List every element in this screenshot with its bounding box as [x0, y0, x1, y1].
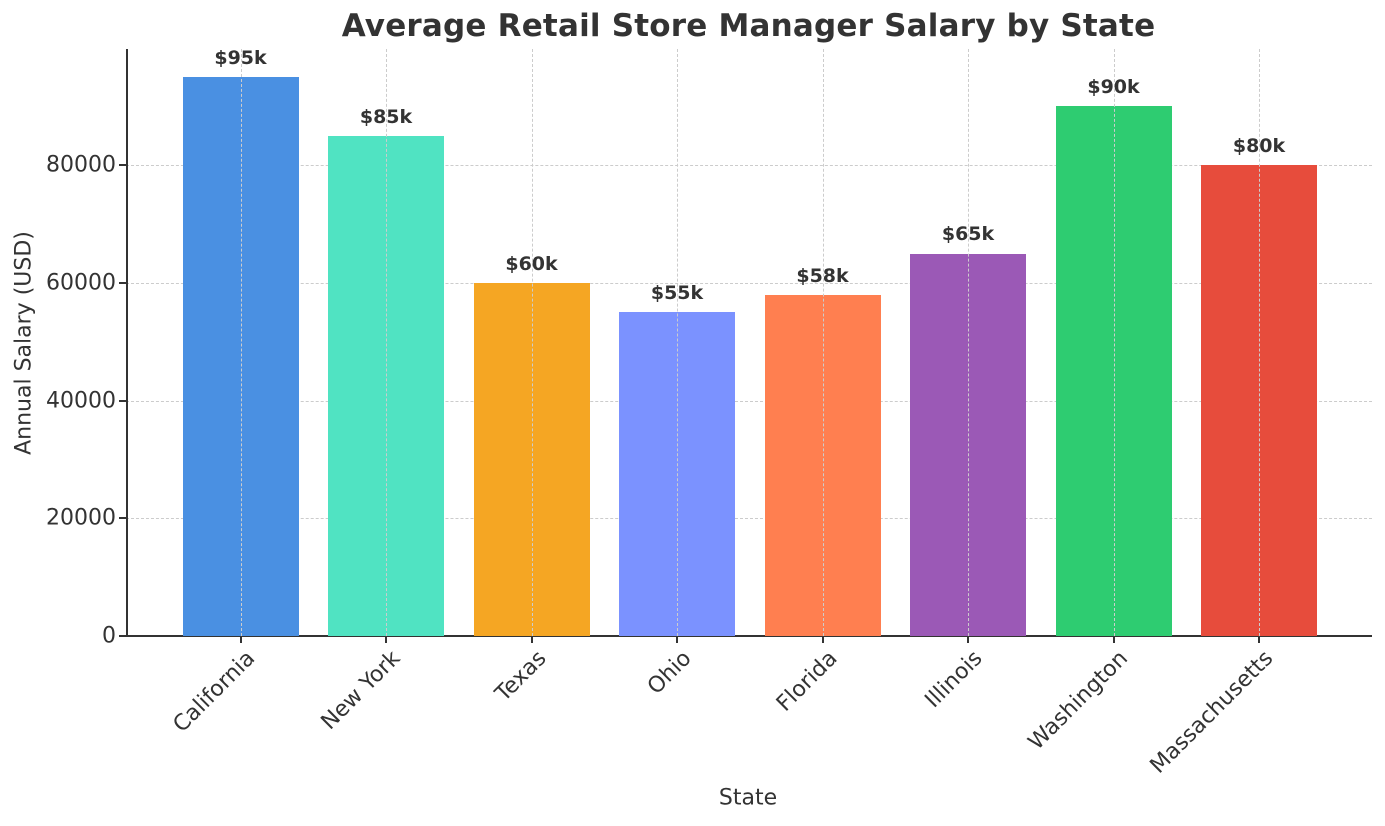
gridline-horizontal [126, 282, 1372, 284]
y-tick-label: 40000 [46, 388, 116, 414]
x-axis-label: State [718, 785, 778, 811]
chart-title: Average Retail Store Manager Salary by S… [341, 8, 1156, 44]
bar-value-label: $95k [214, 46, 267, 69]
bar-value-label: $90k [1087, 76, 1140, 99]
bar-value-label: $60k [505, 252, 558, 275]
y-tick-label: 20000 [46, 505, 116, 531]
y-tick-mark [119, 164, 126, 167]
x-tick-label: Washington [1024, 646, 1134, 756]
x-tick-mark [239, 636, 242, 643]
gridline-vertical [677, 49, 678, 636]
y-tick-mark [119, 399, 126, 402]
x-tick-mark [1258, 636, 1260, 643]
x-tick-label: Texas [490, 646, 552, 707]
x-tick-mark [1112, 636, 1115, 643]
gridline-vertical [386, 49, 387, 636]
gridline-vertical [822, 49, 824, 636]
x-tick-mark [676, 636, 678, 643]
gridline-vertical [531, 49, 533, 636]
x-tick-label: New York [316, 646, 406, 735]
y-tick-mark [119, 635, 126, 637]
gridline-horizontal [126, 518, 1372, 520]
gridline-horizontal [126, 400, 1372, 402]
bar-value-label: $65k [941, 223, 995, 246]
plot-area: $95k $85k $60k $55k $58k $65k $90k $80k [126, 46, 1372, 636]
bar-value-label: $80k [1232, 135, 1286, 158]
x-tick-mark [967, 636, 969, 643]
x-tick-label: Massachusetts [1146, 646, 1279, 779]
y-tick-label: 60000 [46, 270, 116, 296]
bar-value-label: $55k [650, 282, 704, 305]
bar-value-label: $85k [359, 105, 413, 128]
y-tick-label: 80000 [46, 152, 116, 178]
x-tick-label: Ohio [643, 646, 697, 700]
gridline-horizontal [126, 165, 1372, 167]
y-tick-mark [119, 281, 126, 284]
x-tick-mark [530, 636, 533, 643]
x-tick-label: Illinois [920, 646, 988, 714]
bar-value-label: $58k [796, 264, 849, 287]
y-axis-line [126, 49, 128, 637]
gridline-vertical [1113, 49, 1115, 636]
y-tick-label: 0 [102, 623, 116, 649]
y-axis-label: Annual Salary (USD) [11, 231, 37, 455]
x-tick-label: Florida [771, 646, 843, 717]
x-tick-label: California [168, 646, 261, 738]
gridline-vertical [1259, 49, 1260, 636]
x-tick-mark [821, 636, 824, 643]
y-tick-mark [119, 517, 126, 520]
gridline-vertical [968, 49, 969, 636]
gridline-vertical [240, 49, 242, 636]
x-tick-mark [385, 636, 387, 643]
x-axis-line [126, 635, 1372, 637]
